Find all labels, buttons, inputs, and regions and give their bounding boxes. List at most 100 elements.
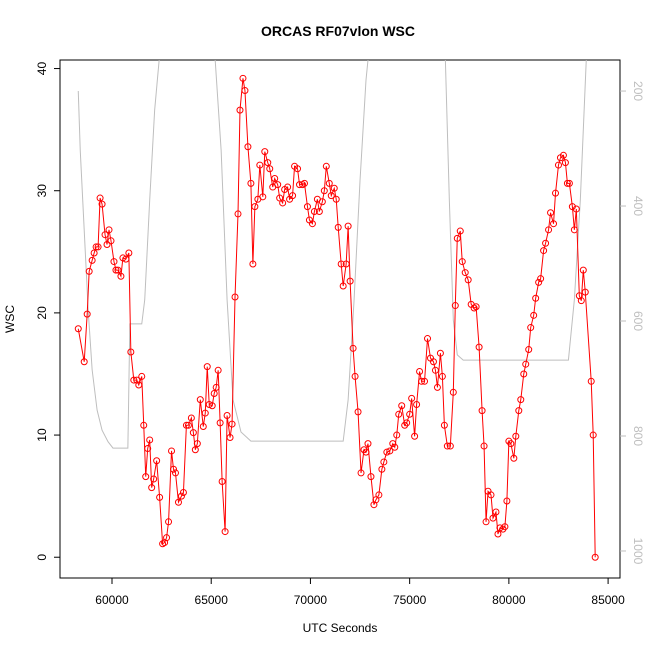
point [472,303,480,311]
point [372,496,380,504]
point [547,209,555,217]
point [256,161,264,169]
point [168,447,176,455]
point [203,363,211,371]
point [135,381,143,389]
point [572,205,580,213]
point [503,497,511,505]
point [231,293,239,301]
point [174,498,182,506]
point [142,473,150,481]
point [525,346,533,354]
point [449,388,457,396]
point [577,297,585,305]
y2-tick-label: 800 [631,426,645,446]
point [320,187,328,195]
point [570,226,578,234]
point [122,255,130,263]
point [101,231,109,239]
point [386,447,394,455]
point [346,277,354,285]
point [296,181,304,189]
point [177,492,185,500]
point [440,421,448,429]
point [144,445,152,452]
point [140,421,148,429]
y-tick-label: 10 [35,428,49,442]
point [357,469,365,477]
chart-title: ORCAS RF07vlon WSC [261,23,415,39]
point [344,222,352,230]
point [182,421,190,429]
point [413,401,421,409]
point [127,348,135,356]
point [416,368,424,376]
point [199,423,207,431]
x-axis-label: UTC Seconds [303,621,378,635]
point [223,412,231,420]
point [165,518,173,526]
point [251,203,259,211]
point [393,431,401,439]
point [94,243,102,251]
point [408,394,416,402]
point [196,396,204,404]
point [226,434,234,442]
x-tick-label: 65000 [195,593,229,607]
point [244,143,252,151]
point [406,410,414,418]
point [395,410,403,418]
point [530,311,538,319]
point [90,249,98,257]
point [591,553,599,561]
point [184,421,192,429]
point [522,360,530,368]
point [520,370,528,378]
point [429,358,437,366]
point [478,407,486,415]
point [315,207,323,215]
point [189,429,197,437]
point [218,477,226,485]
point [221,528,229,536]
point [451,302,459,310]
point [74,325,82,333]
y2-tick-label: 1000 [631,538,645,565]
point [103,240,111,248]
point [563,179,571,187]
point [294,165,302,173]
point [351,372,359,380]
point [337,260,345,268]
point [117,272,125,280]
point [239,74,247,82]
point [249,260,257,268]
y-tick-label: 30 [35,184,49,198]
point [492,508,500,516]
point [339,282,347,290]
point [130,376,138,384]
x-tick-label: 85000 [591,593,625,607]
point [554,161,562,169]
point [532,294,540,302]
point [156,493,164,501]
y2-tick-label: 200 [631,81,645,101]
point [489,514,497,522]
point [234,210,242,218]
point [545,226,553,234]
plot-frame [59,59,621,579]
point [579,266,587,274]
point [438,372,446,380]
plot-area [74,60,599,561]
point [98,200,106,208]
point [289,192,297,200]
point [187,414,195,422]
y-tick-label: 0 [35,554,49,561]
point [512,432,520,440]
point [146,436,154,444]
point [318,198,326,206]
point [391,443,399,451]
point [138,372,146,380]
point [461,269,469,277]
point [517,396,525,404]
point [170,465,178,473]
